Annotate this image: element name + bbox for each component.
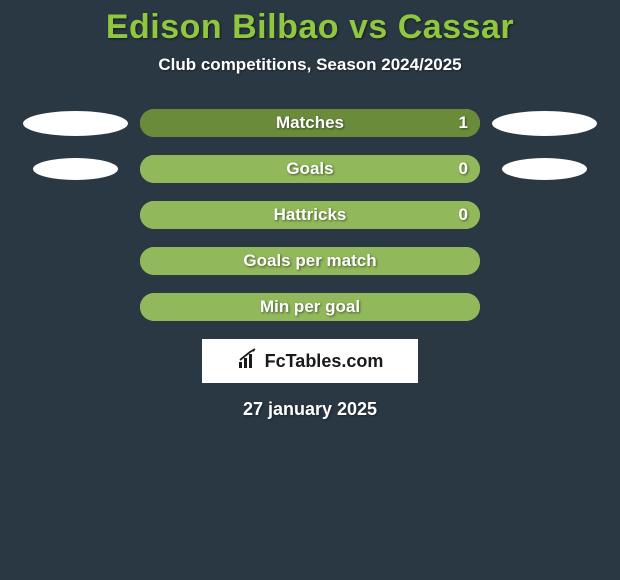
stat-value-right: 1 bbox=[459, 113, 468, 133]
stat-bar: Hattricks 0 bbox=[140, 201, 480, 229]
subtitle: Club competitions, Season 2024/2025 bbox=[0, 55, 620, 75]
stat-label: Goals per match bbox=[243, 251, 376, 271]
right-badge bbox=[492, 109, 597, 137]
right-badge bbox=[492, 201, 597, 229]
left-badge bbox=[23, 247, 128, 275]
placeholder-oval bbox=[502, 158, 587, 180]
stat-label: Hattricks bbox=[274, 205, 347, 225]
logo-area: FcTables.com bbox=[0, 339, 620, 383]
page-title: Edison Bilbao vs Cassar bbox=[0, 8, 620, 47]
stat-row: Goals per match bbox=[0, 247, 620, 275]
stat-bar: Goals per match bbox=[140, 247, 480, 275]
comparison-infographic: Edison Bilbao vs Cassar Club competition… bbox=[0, 0, 620, 420]
left-badge bbox=[23, 155, 128, 183]
stat-row: Hattricks 0 bbox=[0, 201, 620, 229]
right-badge bbox=[492, 155, 597, 183]
placeholder-oval bbox=[33, 158, 118, 180]
chart-icon bbox=[237, 348, 259, 375]
right-badge bbox=[492, 293, 597, 321]
stat-bar: Goals 0 bbox=[140, 155, 480, 183]
stat-label: Min per goal bbox=[260, 297, 360, 317]
left-badge bbox=[23, 293, 128, 321]
stat-row: Min per goal bbox=[0, 293, 620, 321]
right-badge bbox=[492, 247, 597, 275]
date: 27 january 2025 bbox=[0, 399, 620, 420]
stat-row: Matches 1 bbox=[0, 109, 620, 137]
stat-value-right: 0 bbox=[459, 205, 468, 225]
stat-bar: Matches 1 bbox=[140, 109, 480, 137]
stat-rows: Matches 1 Goals 0 Hattricks 0 Goals per match M… bbox=[0, 109, 620, 321]
logo-box: FcTables.com bbox=[202, 339, 418, 383]
placeholder-oval bbox=[492, 111, 597, 136]
stat-label: Matches bbox=[276, 113, 344, 133]
left-badge bbox=[23, 109, 128, 137]
left-badge bbox=[23, 201, 128, 229]
stat-row: Goals 0 bbox=[0, 155, 620, 183]
stat-bar: Min per goal bbox=[140, 293, 480, 321]
stat-value-right: 0 bbox=[459, 159, 468, 179]
logo-text: FcTables.com bbox=[265, 351, 384, 372]
placeholder-oval bbox=[23, 111, 128, 136]
stat-label: Goals bbox=[286, 159, 333, 179]
